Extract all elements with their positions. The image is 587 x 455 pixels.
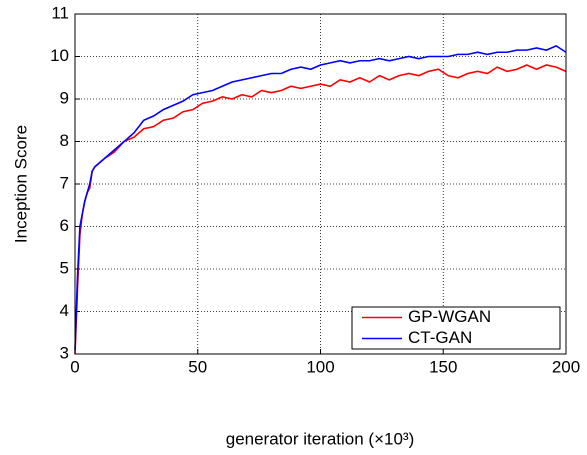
x-tick-label: 50 — [188, 357, 207, 376]
x-tick-label: 0 — [70, 357, 79, 376]
y-tick-label: 7 — [60, 173, 69, 192]
plot-frame — [74, 13, 567, 355]
y-tick-label: 8 — [60, 131, 69, 150]
x-tick-label: 150 — [429, 357, 457, 376]
legend-label: GP-WGAN — [408, 307, 491, 326]
y-tick-label: 10 — [50, 46, 69, 65]
y-tick-label: 9 — [60, 88, 69, 107]
y-tick-label: 5 — [60, 258, 69, 277]
x-tick-label: 100 — [306, 357, 334, 376]
y-axis-label: Inception Score — [11, 125, 30, 243]
y-tick-label: 4 — [60, 301, 69, 320]
series-line — [74, 44, 567, 350]
legend-label: CT-GAN — [408, 328, 472, 347]
x-tick-label: 200 — [552, 357, 580, 376]
legend-box — [351, 306, 561, 350]
y-tick-label: 6 — [60, 216, 69, 235]
x-axis-label: generator iteration (×10³) — [226, 429, 415, 448]
y-tick-label: 11 — [51, 3, 69, 22]
y-tick-label: 3 — [60, 343, 69, 362]
